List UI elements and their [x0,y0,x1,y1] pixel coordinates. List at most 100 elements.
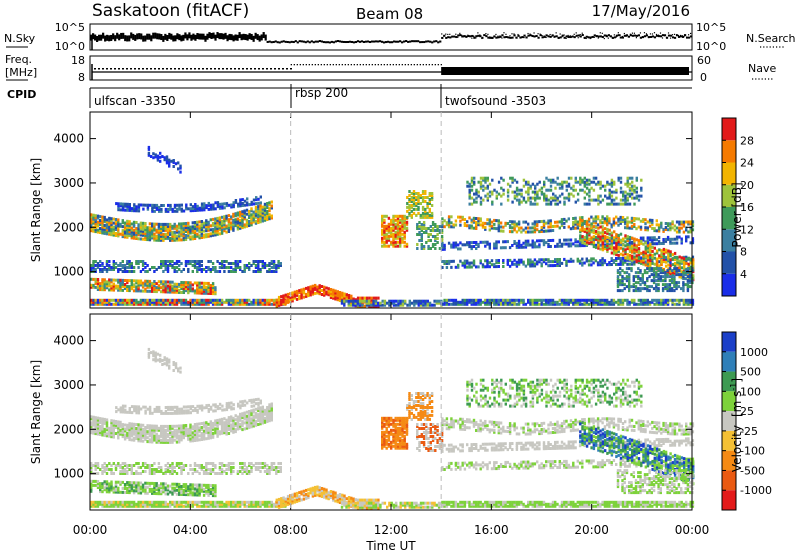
power-cell [472,298,476,302]
power-cell [415,202,418,205]
power-cell [608,202,611,206]
power-cell [121,302,124,306]
velocity-cell [169,432,172,436]
power-cell [655,285,658,289]
power-cell [633,196,636,200]
power-cell [123,298,127,302]
power-cell [445,300,449,304]
power-cell [424,190,427,193]
power-cell [513,298,516,302]
power-cell [236,300,240,304]
power-cell [561,180,564,184]
power-cell [637,241,641,245]
beam-title: Beam 08 [356,5,423,23]
power-cell [169,230,172,234]
power-cell [184,283,188,287]
power-cell [139,221,143,225]
power-cell [486,186,489,190]
power-cell [466,300,469,304]
velocity-cell [234,428,237,432]
power-cell [157,222,161,226]
power-cell [390,240,393,244]
power-cell [123,225,127,229]
power-cell [189,260,192,263]
power-cell [243,302,246,306]
power-cell [549,184,553,188]
power-cell [157,266,161,269]
velocity-cell [112,435,115,439]
nave-tick-bottom: 0 [700,71,707,84]
power-cell [673,263,677,267]
power-cell [92,300,95,304]
power-cell [108,220,111,224]
power-cell [686,271,690,275]
power-cell [291,295,294,299]
power-cell [130,264,133,267]
power-cell [664,277,667,281]
velocity-cell [166,434,170,438]
power-cell [567,217,570,221]
power-cell [223,225,226,229]
power-cell [286,292,290,296]
power-cell [392,222,395,226]
power-cell [394,224,397,228]
power-cell [196,232,199,236]
power-cell [542,260,546,264]
power-cell [126,285,129,288]
velocity-cell [211,433,215,437]
power-cell [234,199,238,202]
power-cell [157,284,161,288]
power-cell [286,296,290,300]
power-cell [655,219,658,223]
power-cell [579,218,582,222]
power-cell [223,266,226,269]
power-cell [239,210,242,214]
velocity-cell [103,421,106,425]
power-cell [421,198,425,201]
power-cell [420,227,423,230]
power-cell [286,298,290,302]
power-cell [585,259,588,263]
power-cell [635,246,638,250]
power-cell [236,302,240,306]
velocity-cell [243,421,246,425]
velocity-cell [130,438,133,442]
power-cell [565,302,568,306]
power-cell [628,277,631,281]
power-cell [615,196,618,200]
power-cell [184,298,188,302]
power-cell [198,266,201,269]
velocity-cell [92,429,95,433]
power-cell [185,203,188,207]
velocity-cell [241,424,244,428]
power-cell [592,241,596,245]
power-cell [597,232,600,236]
cpid-mode-rbsp: rbsp 200 [295,86,348,100]
power-cell [147,151,151,155]
power-cell [191,231,194,235]
power-cell [173,298,176,302]
power-cell [479,240,482,244]
velocity-cell [119,428,122,432]
power-cell [379,301,382,305]
power-cell [381,214,384,218]
nsky-label: N.Sky [4,32,36,45]
power-cell [261,205,264,209]
power-cell [556,242,559,246]
power-cell [574,218,577,222]
velocity-cell [164,430,167,434]
velocity-cell [146,430,149,434]
power-cell [608,300,611,304]
power-cell [420,223,423,226]
power-cell [660,302,663,306]
velocity-cell [232,422,235,426]
power-cell [527,222,530,226]
velocity-cell [121,433,124,437]
power-cell [431,227,435,230]
power-cell [128,224,131,228]
power-cell [606,215,609,219]
power-cell [352,299,355,303]
power-cell [667,255,670,259]
power-cell [211,231,215,235]
power-cell [211,300,215,304]
